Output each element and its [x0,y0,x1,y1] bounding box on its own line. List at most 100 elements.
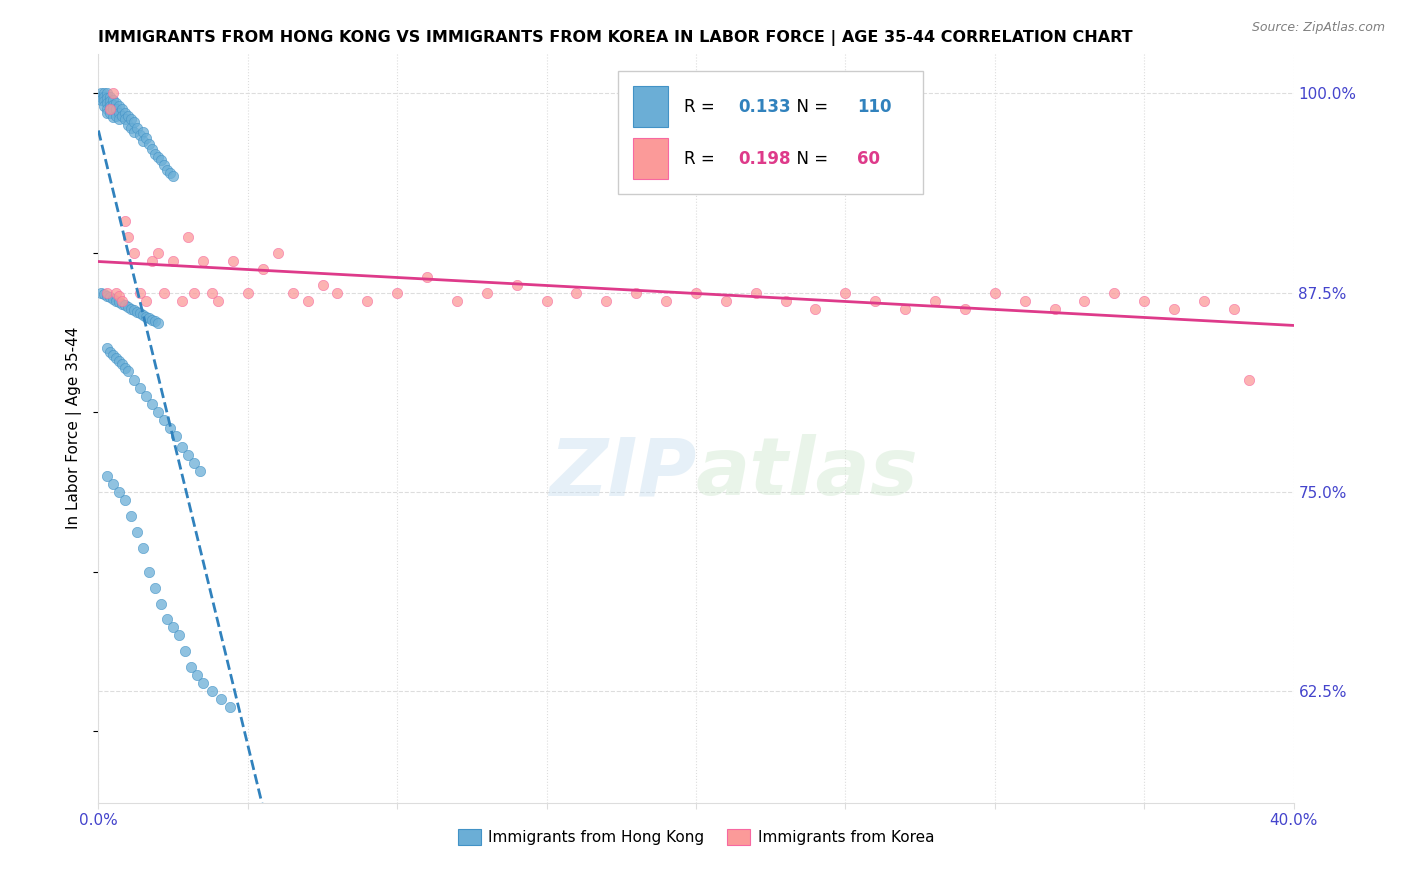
Point [114,112,136,126]
Point [148,150,170,164]
Point [565,285,588,300]
Text: IMMIGRANTS FROM HONG KONG VS IMMIGRANTS FROM KOREA IN LABOR FORCE | AGE 35-44 CO: IMMIGRANTS FROM HONG KONG VS IMMIGRANTS … [98,30,1133,46]
FancyBboxPatch shape [619,70,922,194]
Point [167,628,190,642]
Point [209,692,232,706]
Legend: Immigrants from Hong Kong, Immigrants from Korea: Immigrants from Hong Kong, Immigrants fr… [451,823,941,851]
Point [111,293,134,308]
Text: 0.198: 0.198 [738,150,790,169]
Point [153,158,176,172]
Point [595,293,617,308]
Point [191,676,214,690]
Point [1163,301,1185,316]
Point [103,93,125,107]
Point [174,644,197,658]
Point [143,581,166,595]
Point [953,301,976,316]
Point [120,508,142,523]
Point [117,364,139,378]
Point [93,95,115,109]
Point [1223,301,1246,316]
Point [103,292,125,306]
Point [127,524,149,539]
Point [172,440,194,454]
Point [894,301,917,316]
Point [191,253,214,268]
Point [159,421,181,435]
Point [96,95,118,110]
Point [117,230,139,244]
Point [105,109,128,123]
Point [108,112,131,126]
Point [138,311,160,326]
Point [1073,293,1095,308]
Point [108,289,131,303]
Point [626,285,648,300]
Point [111,297,134,311]
Text: R =: R = [685,98,720,116]
Point [93,89,115,103]
Point [141,397,163,411]
Point [153,285,176,300]
Point [252,261,274,276]
Y-axis label: In Labor Force | Age 35-44: In Labor Force | Age 35-44 [66,327,83,529]
Point [120,112,142,126]
Point [114,360,136,375]
Point [114,214,136,228]
Point [150,597,173,611]
Point [108,484,131,499]
Point [108,105,131,120]
Point [127,305,149,319]
Point [1043,301,1066,316]
Point [135,310,157,324]
Point [1192,293,1215,308]
Point [103,103,125,117]
Point [183,285,205,300]
Point [127,121,149,136]
Text: ZIP: ZIP [548,434,696,512]
Point [111,103,134,117]
Point [90,285,112,300]
Text: Source: ZipAtlas.com: Source: ZipAtlas.com [1251,21,1385,34]
Point [297,293,319,308]
Point [183,456,205,470]
Point [129,381,152,395]
FancyBboxPatch shape [633,138,668,179]
Point [188,464,211,478]
Text: 0.133: 0.133 [738,98,790,116]
Point [219,700,242,714]
Point [984,285,1007,300]
Point [111,358,134,372]
Point [475,285,498,300]
Point [148,316,170,330]
Point [201,684,224,698]
Point [143,314,166,328]
Point [159,166,181,180]
Point [103,87,125,101]
Text: R =: R = [685,150,720,169]
Point [148,405,170,419]
Point [93,287,115,301]
Point [114,298,136,312]
Point [150,153,173,168]
Point [162,169,184,184]
Point [90,87,112,101]
Text: N =: N = [786,150,832,169]
Point [111,109,134,123]
Point [105,293,128,308]
Point [745,285,768,300]
Point [124,245,146,260]
Point [141,142,163,156]
Point [117,118,139,132]
Point [103,97,125,112]
Point [162,620,184,634]
Point [120,121,142,136]
Point [96,91,118,105]
Point [93,87,115,101]
Point [117,300,139,314]
Point [90,89,112,103]
Point [96,342,118,356]
Point [98,89,122,103]
Point [714,293,737,308]
Point [103,477,125,491]
